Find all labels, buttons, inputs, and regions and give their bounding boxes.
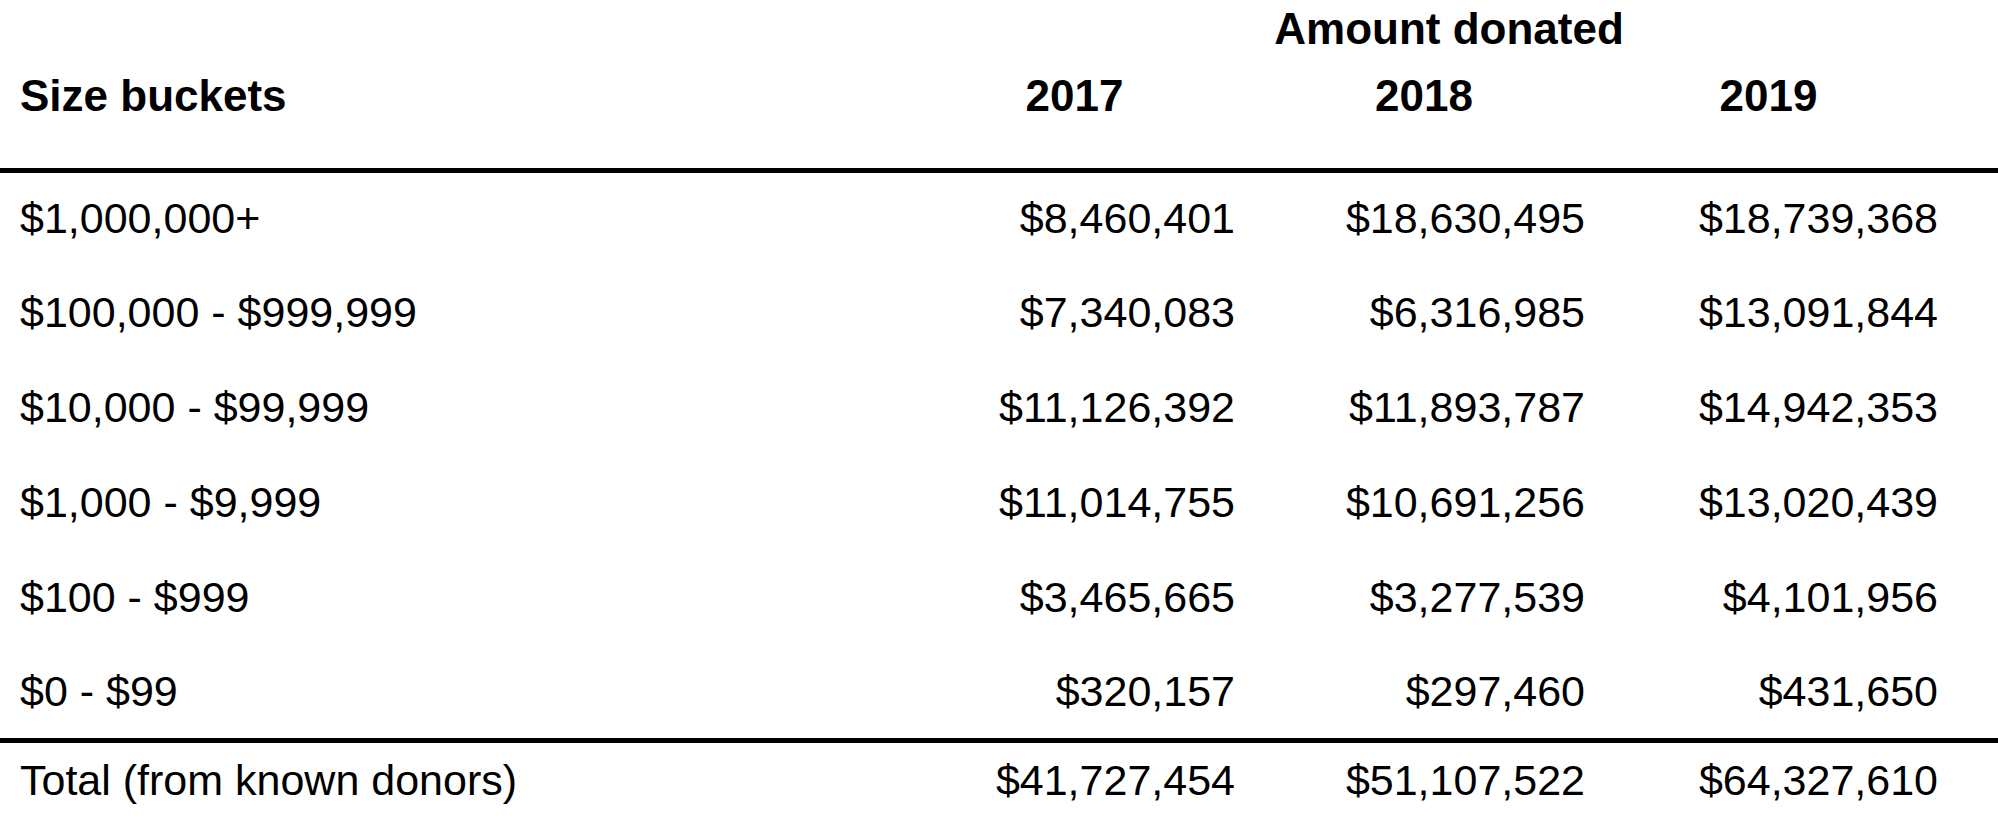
total-amount-2017: $41,727,454 — [900, 740, 1249, 818]
table-row: $10,000 - $99,999$11,126,392$11,893,787$… — [0, 360, 1998, 455]
amount-cell: $431,650 — [1599, 645, 1998, 740]
column-header-row: Size buckets 2017 2018 2019 — [0, 58, 1998, 170]
total-label: Total (from known donors) — [0, 740, 900, 818]
amount-cell: $13,091,844 — [1599, 265, 1998, 360]
table-row: $100,000 - $999,999$7,340,083$6,316,985$… — [0, 265, 1998, 360]
bucket-label: $100 - $999 — [0, 550, 900, 645]
amount-cell: $6,316,985 — [1249, 265, 1599, 360]
row-dimension-header: Size buckets — [0, 58, 900, 170]
amount-cell: $3,277,539 — [1249, 550, 1599, 645]
bucket-label: $10,000 - $99,999 — [0, 360, 900, 455]
amount-cell: $14,942,353 — [1599, 360, 1998, 455]
table-header: Amount donated Size buckets 2017 2018 20… — [0, 0, 1998, 170]
empty-corner-cell — [0, 0, 900, 58]
table-row: $0 - $99$320,157$297,460$431,650 — [0, 645, 1998, 740]
year-header-2018: 2018 — [1249, 58, 1599, 170]
amount-cell: $18,630,495 — [1249, 170, 1599, 265]
amount-cell: $11,126,392 — [900, 360, 1249, 455]
amount-cell: $11,014,755 — [900, 455, 1249, 550]
bucket-label: $0 - $99 — [0, 645, 900, 740]
group-header: Amount donated — [900, 0, 1998, 58]
donations-table: Amount donated Size buckets 2017 2018 20… — [0, 0, 1998, 818]
amount-cell: $320,157 — [900, 645, 1249, 740]
year-header-2017: 2017 — [900, 58, 1249, 170]
amount-cell: $18,739,368 — [1599, 170, 1998, 265]
total-row: Total (from known donors) $41,727,454 $5… — [0, 740, 1998, 818]
total-amount-2019: $64,327,610 — [1599, 740, 1998, 818]
bucket-label: $1,000,000+ — [0, 170, 900, 265]
table-row: $1,000,000+$8,460,401$18,630,495$18,739,… — [0, 170, 1998, 265]
table-row: $1,000 - $9,999$11,014,755$10,691,256$13… — [0, 455, 1998, 550]
amount-cell: $8,460,401 — [900, 170, 1249, 265]
amount-cell: $13,020,439 — [1599, 455, 1998, 550]
amount-cell: $7,340,083 — [900, 265, 1249, 360]
amount-cell: $10,691,256 — [1249, 455, 1599, 550]
table-body: $1,000,000+$8,460,401$18,630,495$18,739,… — [0, 170, 1998, 740]
total-amount-2018: $51,107,522 — [1249, 740, 1599, 818]
table-footer: Total (from known donors) $41,727,454 $5… — [0, 740, 1998, 818]
group-header-row: Amount donated — [0, 0, 1998, 58]
amount-cell: $11,893,787 — [1249, 360, 1599, 455]
amount-cell: $297,460 — [1249, 645, 1599, 740]
amount-cell: $4,101,956 — [1599, 550, 1998, 645]
bucket-label: $100,000 - $999,999 — [0, 265, 900, 360]
amount-cell: $3,465,665 — [900, 550, 1249, 645]
bucket-label: $1,000 - $9,999 — [0, 455, 900, 550]
year-header-2019: 2019 — [1599, 58, 1998, 170]
table-row: $100 - $999$3,465,665$3,277,539$4,101,95… — [0, 550, 1998, 645]
